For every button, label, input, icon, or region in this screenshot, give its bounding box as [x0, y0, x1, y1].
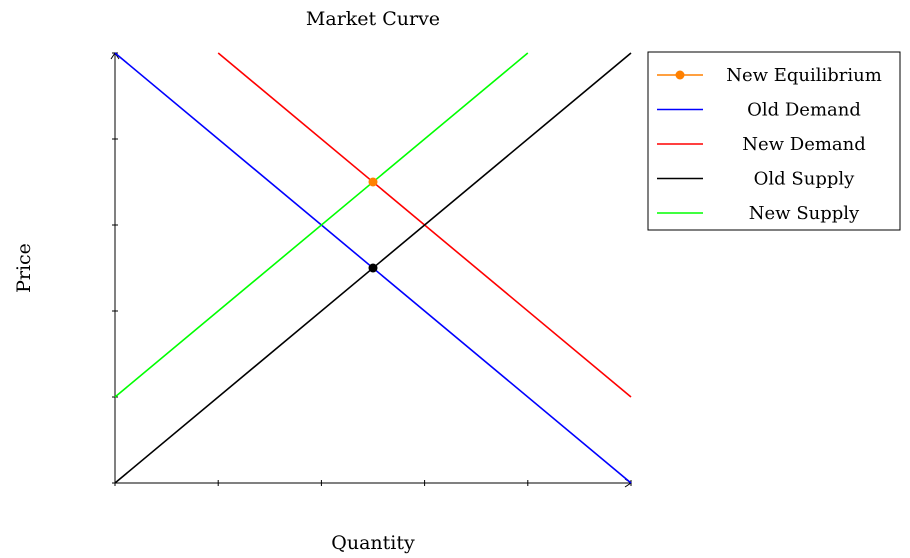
legend: New Equilibrium Old Demand New Demand Old S… [647, 51, 901, 231]
x-axis-label: Quantity [331, 532, 415, 554]
legend-label-old-supply: Old Supply [754, 169, 855, 190]
legend-label-new-demand: New Demand [742, 134, 866, 155]
new-supply-line [114, 52, 529, 398]
old-equilibrium-point [368, 263, 378, 273]
new-equilibrium-point [368, 177, 378, 187]
plot-area [110, 52, 632, 488]
y-axis-label: Price [13, 243, 35, 293]
legend-label-old-demand: Old Demand [747, 100, 861, 121]
legend-marker-new-equilibrium [675, 70, 685, 80]
legend-label-new-supply: New Supply [749, 203, 860, 224]
legend-frame [647, 51, 901, 231]
chart-title: Market Curve [306, 8, 440, 30]
legend-label-new-equilibrium: New Equilibrium [726, 65, 882, 86]
